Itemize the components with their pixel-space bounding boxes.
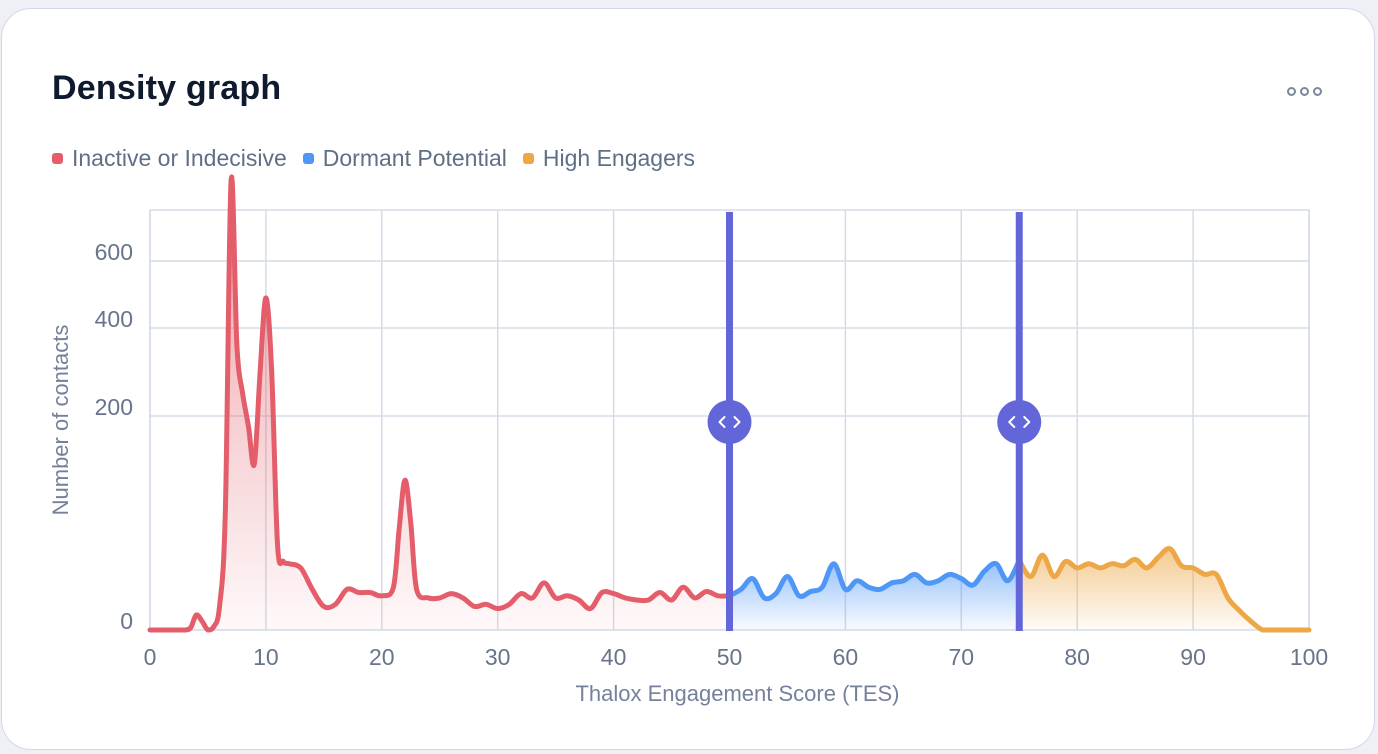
density-line-0 bbox=[147, 174, 732, 633]
x-tick-label: 60 bbox=[833, 644, 859, 670]
x-tick-label: 20 bbox=[369, 644, 395, 670]
legend-item-inactive[interactable]: Inactive or Indecisive bbox=[52, 145, 287, 172]
x-tick-label: 70 bbox=[949, 644, 975, 670]
x-tick-label: 80 bbox=[1064, 644, 1090, 670]
x-tick-label: 40 bbox=[601, 644, 627, 670]
drag-handle-icon bbox=[718, 416, 741, 428]
density-line-2 bbox=[1016, 546, 1312, 633]
x-tick-label: 50 bbox=[717, 644, 743, 670]
x-tick-label: 0 bbox=[144, 644, 157, 670]
x-axis-title: Thalox Engagement Score (TES) bbox=[575, 681, 899, 706]
legend-label: High Engagers bbox=[542, 145, 696, 171]
legend-swatch bbox=[52, 153, 63, 164]
legend-swatch bbox=[302, 153, 314, 164]
x-tick-label: 90 bbox=[1180, 644, 1206, 670]
more-dot bbox=[1299, 86, 1309, 96]
y-tick-label: 200 bbox=[95, 394, 133, 420]
drag-handle-icon bbox=[1008, 416, 1031, 428]
threshold-drag-handle[interactable] bbox=[997, 400, 1042, 444]
legend-item-dormant[interactable]: Dormant Potential bbox=[302, 145, 507, 172]
threshold-drag-handle[interactable] bbox=[707, 400, 752, 444]
y-tick-label: 400 bbox=[95, 306, 133, 332]
x-tick-label: 30 bbox=[485, 644, 511, 670]
legend-label: Inactive or Indecisive bbox=[72, 145, 287, 171]
legend-label: Dormant Potential bbox=[322, 145, 507, 171]
card-title: Density graph bbox=[52, 69, 282, 107]
y-axis-title: Number of contacts bbox=[48, 325, 73, 516]
more-options-icon[interactable] bbox=[1282, 79, 1326, 103]
more-dot bbox=[1286, 86, 1296, 96]
x-tick-label: 100 bbox=[1290, 644, 1328, 670]
density-area-0 bbox=[150, 176, 730, 630]
x-tick-label: 10 bbox=[253, 644, 279, 670]
density-line-1 bbox=[727, 558, 1022, 602]
more-dot bbox=[1312, 86, 1322, 96]
chart-legend: Inactive or Indecisive Dormant Potential… bbox=[52, 145, 695, 172]
legend-item-high-engagers[interactable]: High Engagers bbox=[522, 145, 696, 172]
y-tick-label: 600 bbox=[95, 239, 133, 265]
legend-swatch bbox=[522, 153, 534, 164]
y-tick-label: 0 bbox=[120, 608, 133, 634]
